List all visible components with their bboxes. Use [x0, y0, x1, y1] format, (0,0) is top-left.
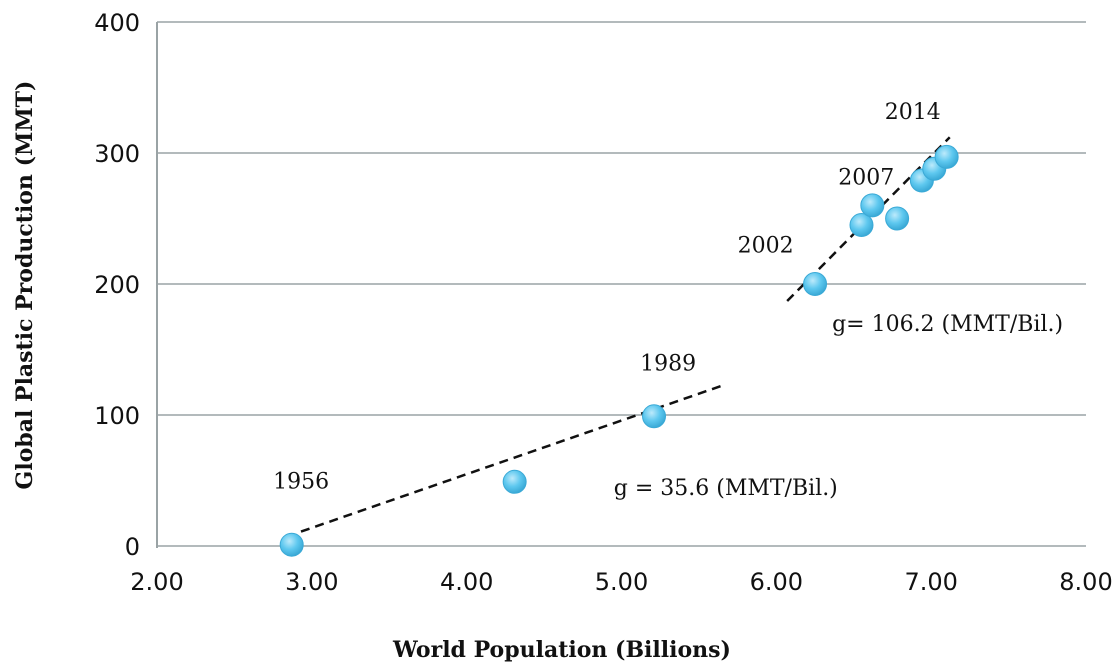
year-label-2007: 2007 [838, 165, 894, 190]
data-points [279, 144, 959, 557]
data-point-9 [934, 144, 959, 169]
x-tick-label: 4.00 [440, 568, 493, 596]
y-tick-labels: 0 100 200 300 400 [94, 9, 140, 561]
year-label-1989: 1989 [640, 351, 696, 376]
x-tick-label: 7.00 [904, 568, 957, 596]
year-label-2014: 2014 [885, 100, 941, 125]
y-tick-label: 100 [94, 402, 140, 430]
y-tick-label: 0 [125, 533, 140, 561]
y-axis-title: Global Plastic Production (MMT) [12, 81, 38, 490]
data-point-6 [885, 206, 910, 231]
data-point-3 [803, 272, 828, 296]
data-point-5 [860, 193, 885, 218]
x-tick-label: 3.00 [285, 568, 338, 596]
slope-label-0: g = 35.6 (MMT/Bil.) [614, 476, 838, 501]
annotations: 1956 1989 2002 2007 2014 g = 35.6 (MMT/Bil.) g… [273, 100, 1063, 501]
year-label-1956: 1956 [273, 469, 329, 494]
x-tick-label: 5.00 [595, 568, 648, 596]
x-tick-labels: 2.00 3.00 4.00 5.00 6.00 7.00 8.00 [130, 568, 1112, 596]
data-point-2 [642, 404, 667, 429]
y-tick-label: 400 [94, 9, 140, 37]
gridlines [157, 21, 1086, 547]
y-tick-label: 300 [94, 140, 140, 168]
year-label-2002: 2002 [738, 234, 794, 259]
x-axis-title: World Population (Billions) [392, 637, 731, 663]
x-tick-label: 8.00 [1059, 568, 1112, 596]
x-tick-label: 6.00 [750, 568, 803, 596]
slope-label-1: g= 106.2 (MMT/Bil.) [832, 312, 1063, 337]
data-point-1 [502, 469, 527, 494]
y-tick-label: 200 [94, 271, 140, 299]
data-point-0 [279, 532, 304, 557]
x-tick-label: 2.00 [130, 568, 183, 596]
data-point-4 [849, 213, 874, 238]
